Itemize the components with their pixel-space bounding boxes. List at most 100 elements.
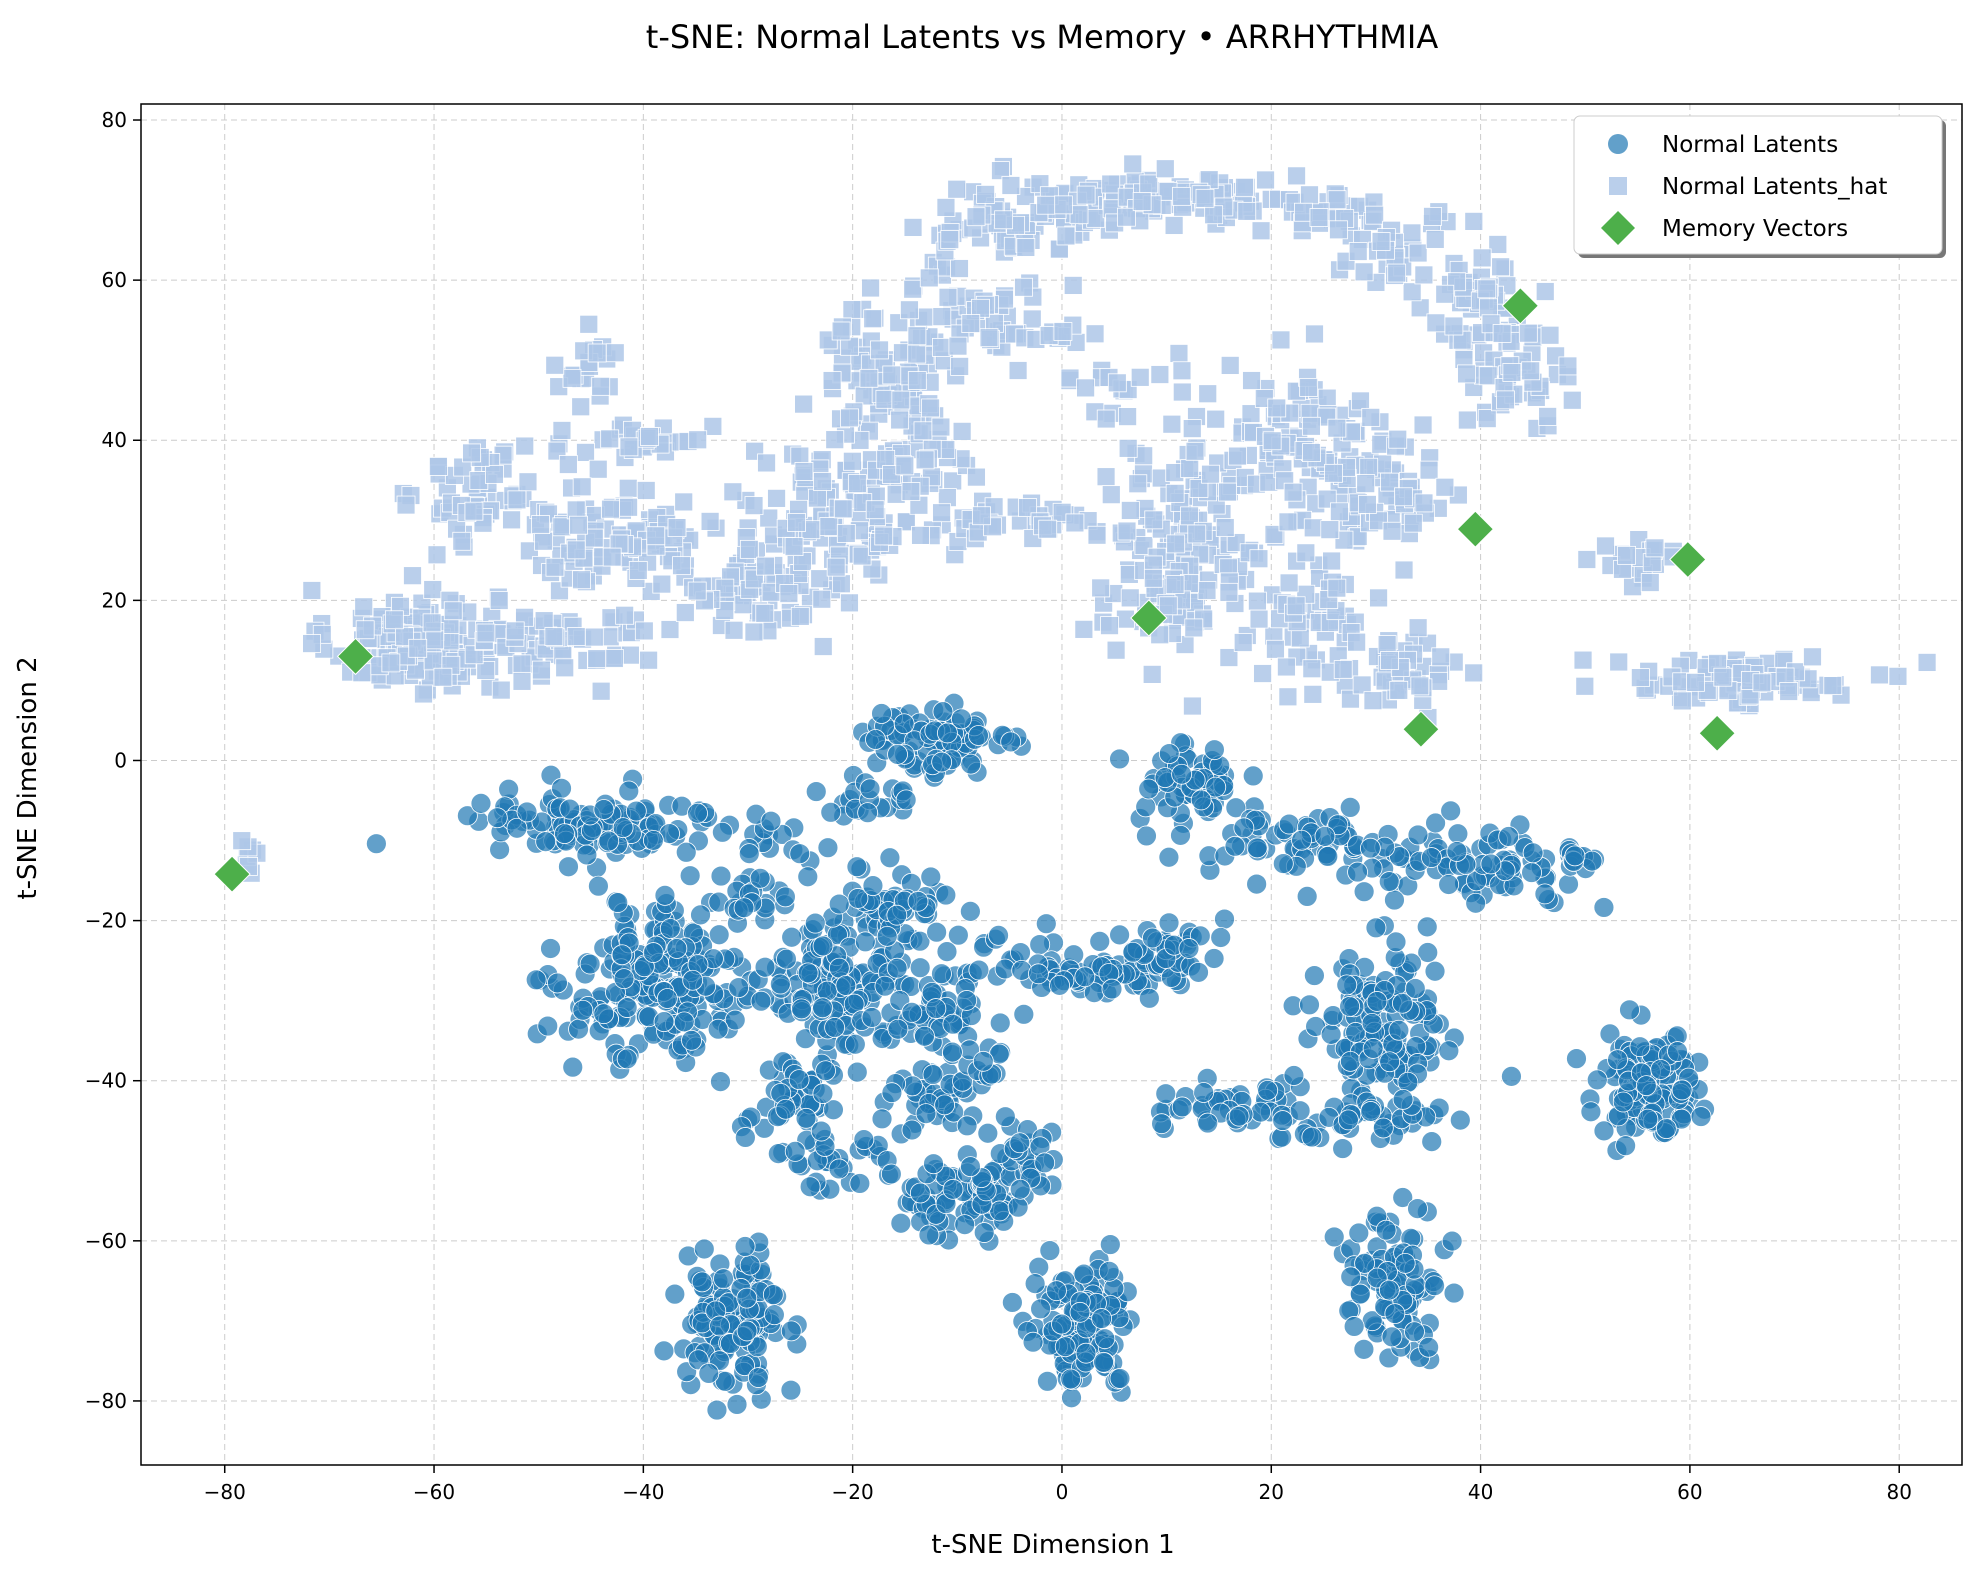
latent-point [1498, 826, 1520, 847]
latent-point [1022, 1331, 1044, 1353]
latent-hat-point [952, 421, 972, 441]
latent-point [598, 830, 620, 852]
latent-point [857, 802, 879, 824]
latent-hat-point [723, 482, 743, 502]
latent-hat-point [1347, 632, 1367, 652]
latent-hat-point [619, 437, 639, 457]
latent-point [625, 800, 647, 822]
latent-point [931, 751, 953, 773]
latent-point [456, 805, 478, 827]
latent-point [784, 1141, 806, 1162]
latent-hat-point [903, 218, 923, 237]
latent-point [1075, 1342, 1097, 1364]
latent-hat-point [724, 620, 744, 640]
latent-hat-point [302, 581, 322, 600]
latent-point [750, 990, 772, 1012]
latent-point [1283, 1065, 1305, 1086]
latent-hat-point [900, 300, 919, 320]
latent-hat-point [1329, 220, 1348, 240]
latent-point [901, 1119, 923, 1141]
latent-hat-point [1348, 242, 1368, 261]
latent-hat-point [1142, 664, 1162, 684]
latent-hat-point [1402, 282, 1422, 302]
latent-hat-point [396, 495, 416, 515]
latent-hat-point [1063, 276, 1083, 295]
latent-hat-point [384, 610, 404, 630]
latent-point [932, 701, 954, 723]
latent-point [1060, 1368, 1082, 1390]
latent-point [1289, 1100, 1311, 1122]
latent-hat-point [1038, 519, 1058, 539]
latent-hat-point [462, 443, 481, 463]
latent-hat-point [812, 589, 832, 609]
y-tick-label: −80 [85, 1389, 127, 1413]
latent-hat-point [940, 230, 960, 250]
latent-hat-point [429, 457, 448, 476]
latent-hat-point [1056, 226, 1076, 246]
latent-hat-point [1185, 441, 1205, 461]
latent-hat-point [403, 566, 422, 586]
latent-point [1109, 748, 1130, 770]
x-tick-label: 20 [1259, 1480, 1284, 1504]
latent-hat-point [584, 627, 604, 647]
latent-hat-point [1172, 382, 1192, 402]
latent-point [1438, 874, 1460, 895]
latent-hat-point [813, 637, 833, 656]
latent-hat-point [1107, 373, 1127, 393]
latent-hat-point [836, 524, 856, 543]
latent-hat-point [566, 540, 586, 560]
latent-hat-point [1423, 207, 1442, 226]
latent-point [675, 841, 697, 863]
latent-point [1158, 846, 1180, 868]
latent-hat-point [1065, 513, 1085, 533]
latent-point [828, 1158, 850, 1180]
latent-point [937, 722, 958, 744]
latent-point [1671, 1079, 1693, 1101]
latent-hat-point [636, 481, 656, 500]
latent-point [728, 977, 750, 998]
latent-point [874, 975, 896, 997]
latent-point [1372, 1117, 1394, 1139]
latent-point [525, 969, 547, 991]
latent-hat-point [1008, 361, 1028, 380]
latent-hat-point [1165, 575, 1185, 595]
latent-point [907, 890, 929, 912]
latent-hat-point [1290, 628, 1310, 648]
latent-hat-point [1479, 298, 1498, 318]
latent-point [1690, 1106, 1712, 1127]
latent-hat-point [787, 513, 806, 532]
latent-hat-point [756, 556, 775, 576]
latent-point [886, 957, 908, 979]
latent-point [880, 1163, 902, 1185]
latent-point [547, 972, 568, 994]
latent-point [918, 1224, 940, 1246]
latent-hat-point [739, 539, 759, 559]
latent-hat-point [1394, 560, 1414, 580]
latent-hat-point [1162, 414, 1182, 434]
latent-hat-point [1330, 502, 1349, 522]
latent-hat-point [1076, 378, 1095, 398]
latent-point [1385, 931, 1407, 953]
latent-hat-point [1363, 691, 1383, 711]
latent-hat-point [639, 650, 658, 670]
latent-point [1000, 731, 1022, 753]
x-tick-label: −60 [413, 1480, 455, 1504]
latent-hat-point [1540, 325, 1560, 345]
latent-hat-point [1496, 390, 1515, 410]
latent-hat-point [688, 430, 708, 450]
latent-point [1612, 1091, 1634, 1113]
latent-point [537, 1015, 559, 1037]
latent-point [1655, 1118, 1677, 1140]
latent-point [1418, 1336, 1440, 1358]
latent-hat-point [1198, 384, 1218, 404]
latent-hat-point [1016, 238, 1036, 257]
latent-hat-point [587, 343, 607, 363]
latent-hat-point [1359, 457, 1379, 477]
latent-point [551, 777, 572, 799]
latent-hat-point [1266, 639, 1285, 659]
latent-hat-point [464, 501, 484, 521]
latent-hat-point [979, 328, 999, 348]
series-normal-latents [365, 692, 1715, 1421]
latent-point [942, 1041, 963, 1063]
latent-hat-point [302, 634, 322, 653]
